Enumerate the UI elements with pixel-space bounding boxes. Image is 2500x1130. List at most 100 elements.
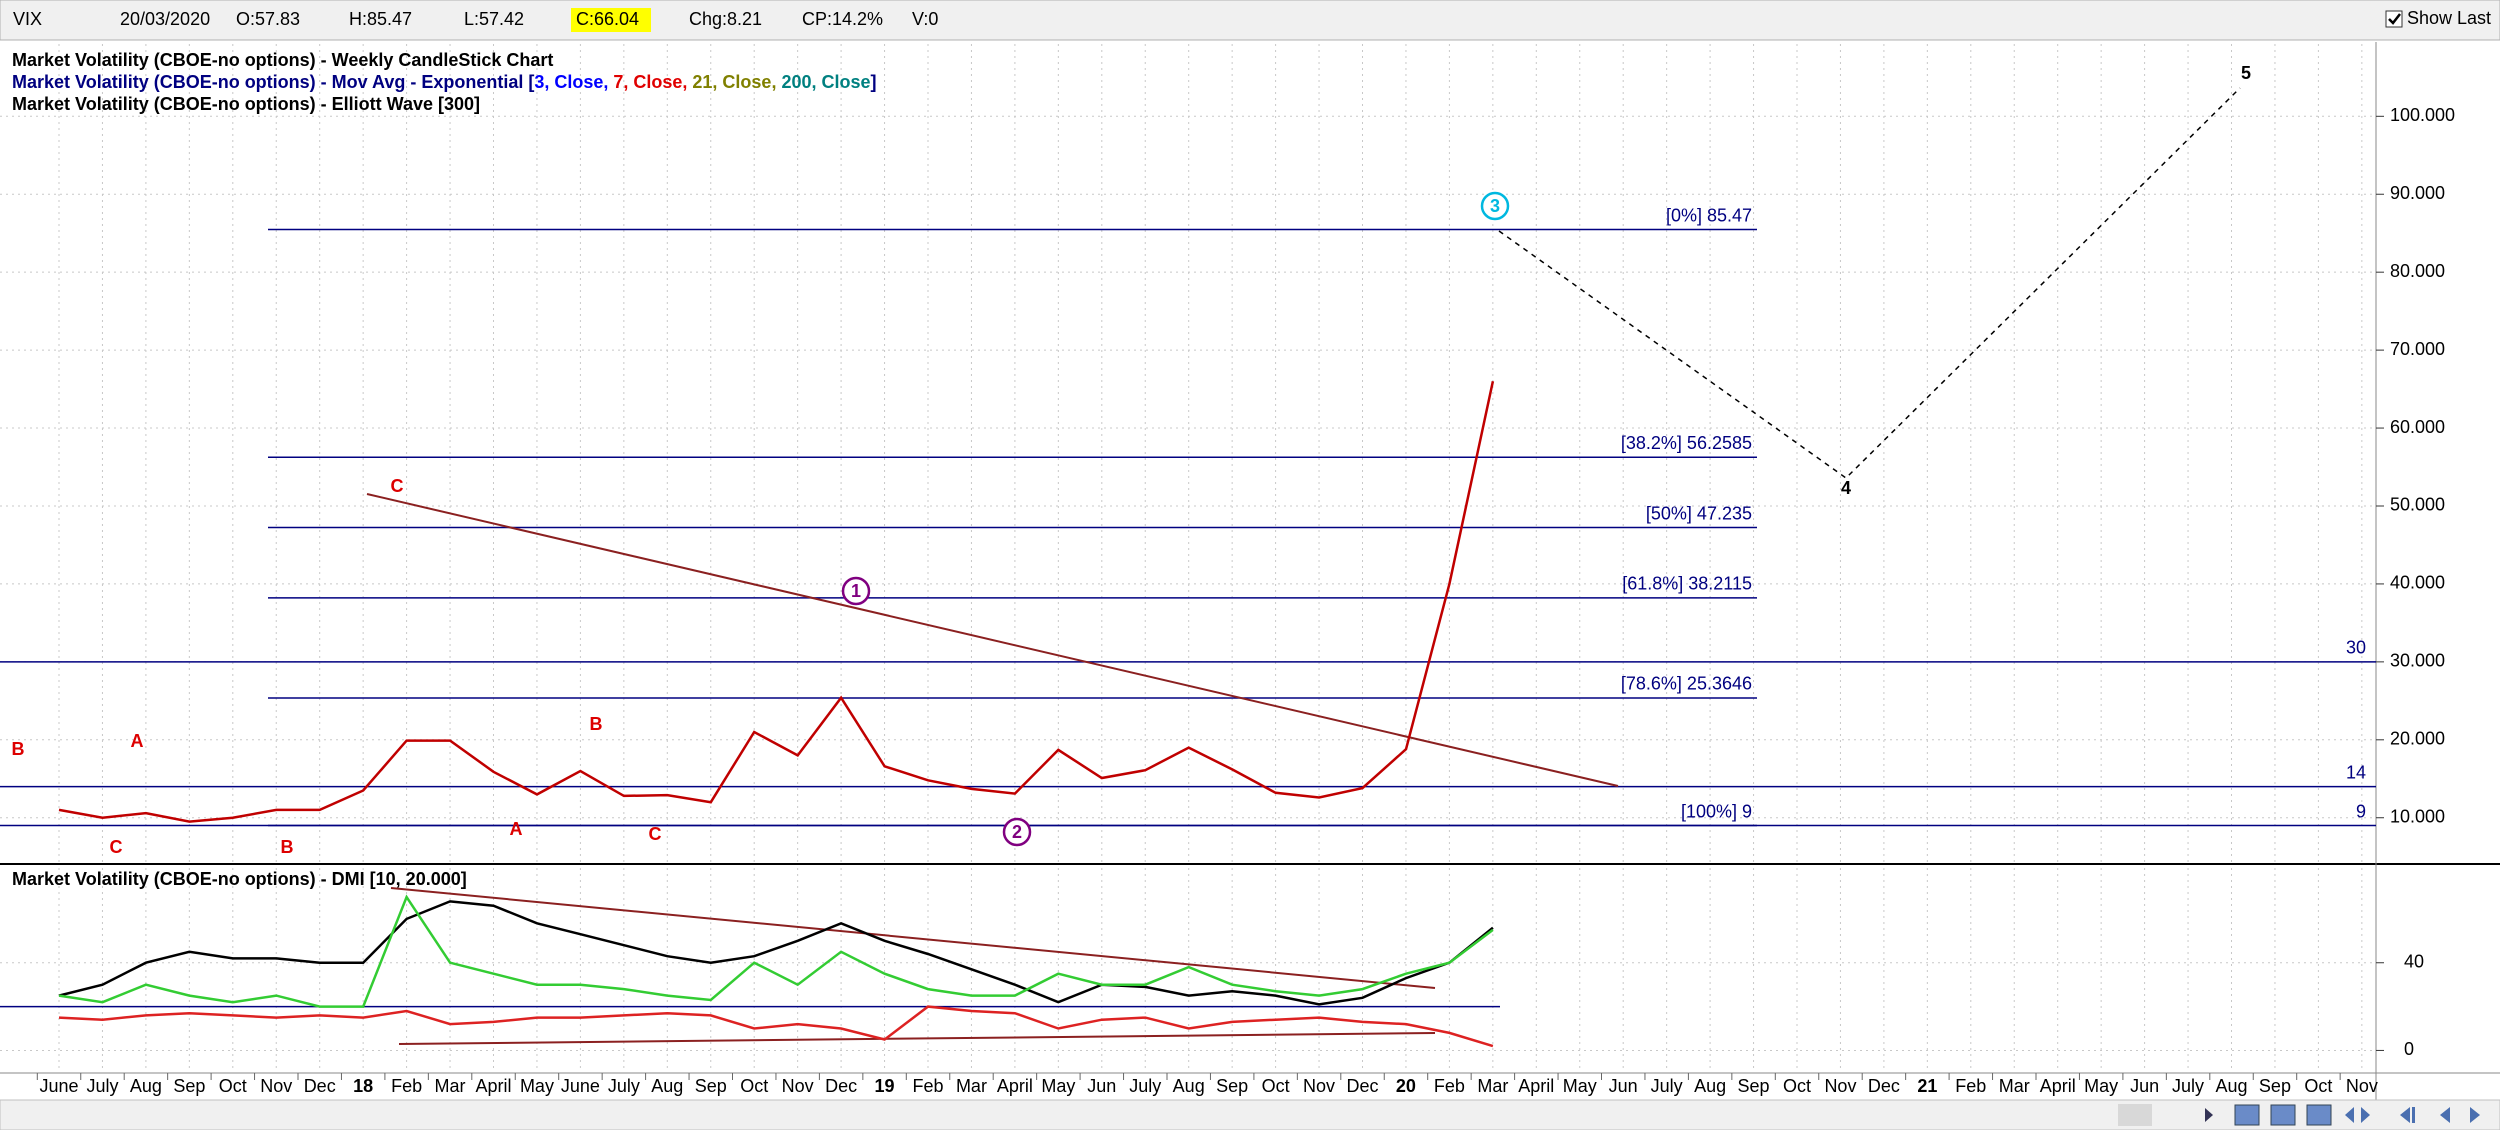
level-label: 30 [2346, 638, 2366, 658]
trend-line [366, 493, 1619, 787]
x-tick-label: Dec [825, 1076, 857, 1096]
scroll-right[interactable] [2205, 1108, 2213, 1122]
y-tick-label: 0 [2404, 1039, 2414, 1059]
header-bar [0, 0, 2500, 41]
change: Chg:8.21 [689, 9, 762, 29]
x-tick-label: June [39, 1076, 78, 1096]
y-tick-label: 50.000 [2390, 495, 2445, 515]
x-tick-label: Feb [1434, 1076, 1465, 1096]
wave-label: 2 [1012, 822, 1022, 842]
x-tick-label: July [1129, 1076, 1161, 1096]
x-tick-label: 18 [353, 1076, 373, 1096]
x-tick-label: Aug [130, 1076, 162, 1096]
forward-icon[interactable] [2470, 1107, 2480, 1123]
x-tick-label: April [1518, 1076, 1554, 1096]
y-tick-label: 10.000 [2390, 806, 2445, 826]
price-line [58, 381, 1495, 823]
level-label: 14 [2346, 762, 2366, 782]
y-tick-label: 80.000 [2390, 261, 2445, 281]
x-tick-label: Jun [1609, 1076, 1638, 1096]
legend-line: Market Volatility (CBOE-no options) - We… [12, 50, 553, 70]
x-tick-label: Nov [260, 1076, 292, 1096]
x-tick-label: Sep [2259, 1076, 2291, 1096]
x-tick-label: Mar [956, 1076, 987, 1096]
x-tick-label: April [997, 1076, 1033, 1096]
x-tick-label: July [608, 1076, 640, 1096]
x-tick-label: Nov [2346, 1076, 2378, 1096]
show-last-label[interactable]: Show Last [2407, 8, 2491, 28]
zoom-icon[interactable] [2345, 1107, 2370, 1123]
high: H:85.47 [349, 9, 412, 29]
x-tick-label: July [2172, 1076, 2204, 1096]
y-tick-label: 70.000 [2390, 339, 2445, 359]
y-tick-label: 100.000 [2390, 105, 2455, 125]
wave-label: 3 [1490, 196, 1500, 216]
toolbar-icon[interactable] [2306, 1104, 2332, 1126]
show-last-checkbox[interactable] [2385, 10, 2403, 28]
x-tick-label: Sep [1216, 1076, 1248, 1096]
legend-part: Market Volatility (CBOE-no options) - Mo… [12, 72, 534, 92]
x-tick-label: Sep [695, 1076, 727, 1096]
wave-label: B [12, 739, 25, 759]
x-tick-label: July [86, 1076, 118, 1096]
panel-title: Market Volatility (CBOE-no options) - DM… [12, 869, 467, 889]
toolbar-icon[interactable] [2234, 1104, 2260, 1126]
x-tick-label: Mar [1999, 1076, 2030, 1096]
wave-label: A [510, 819, 523, 839]
wave-projection [1498, 87, 2241, 479]
x-tick-label: Feb [1955, 1076, 1986, 1096]
y-tick-label: 40.000 [2390, 573, 2445, 593]
x-tick-label: Aug [1694, 1076, 1726, 1096]
scroll-bar[interactable] [0, 1099, 2500, 1130]
x-tick-label: Mar [435, 1076, 466, 1096]
x-tick-label: 19 [875, 1076, 895, 1096]
wave-label: 5 [2241, 63, 2251, 83]
fib-label: [61.8%] 38.2115 [1622, 574, 1752, 594]
x-tick-label: Oct [2304, 1076, 2332, 1096]
x-tick-label: May [520, 1076, 554, 1096]
low: L:57.42 [464, 9, 524, 29]
fib-label: [0%] 85.47 [1666, 205, 1752, 225]
legend-part: 21, Close, [692, 72, 781, 92]
x-tick-label: June [561, 1076, 600, 1096]
wave-label: 1 [851, 581, 861, 601]
prev-icon[interactable] [2400, 1107, 2415, 1123]
x-tick-label: Oct [740, 1076, 768, 1096]
change-percent: CP:14.2% [802, 9, 883, 29]
wave-label: C [110, 837, 123, 857]
x-tick-label: Sep [1738, 1076, 1770, 1096]
fib-label: [100%] 9 [1681, 801, 1752, 821]
x-tick-label: Aug [1173, 1076, 1205, 1096]
dmi-line [58, 894, 1494, 1008]
legend-part: 200, Close [781, 72, 870, 92]
x-tick-label: 21 [1917, 1076, 1937, 1096]
legend-part: Market Volatility (CBOE-no options) - El… [12, 94, 480, 114]
y-tick-label: 40 [2404, 951, 2424, 971]
close: C:66.04 [576, 9, 639, 29]
x-tick-label: Oct [1783, 1076, 1811, 1096]
wave-circle [841, 576, 871, 606]
back-icon[interactable] [2440, 1107, 2450, 1123]
fib-label: [78.6%] 25.3646 [1621, 674, 1752, 694]
wave-label: C [391, 476, 404, 496]
dmi-line [58, 900, 1494, 1006]
toolbar-icon[interactable] [2270, 1104, 2296, 1126]
x-tick-label: April [475, 1076, 511, 1096]
open: O:57.83 [236, 9, 300, 29]
checkmark [2388, 13, 2401, 25]
x-tick-label: Aug [651, 1076, 683, 1096]
x-tick-label: 20 [1396, 1076, 1416, 1096]
x-tick-label: Oct [219, 1076, 247, 1096]
dmi-trend-line [390, 887, 1436, 989]
symbol: VIX [13, 9, 42, 29]
y-tick-label: 20.000 [2390, 729, 2445, 749]
wave-label: B [590, 714, 603, 734]
wave-label: C [649, 824, 662, 844]
y-tick-label: 60.000 [2390, 417, 2445, 437]
x-tick-label: Nov [1303, 1076, 1335, 1096]
x-tick-label: Oct [1262, 1076, 1290, 1096]
x-tick-label: May [2084, 1076, 2118, 1096]
scroll-thumb[interactable] [2118, 1104, 2152, 1126]
